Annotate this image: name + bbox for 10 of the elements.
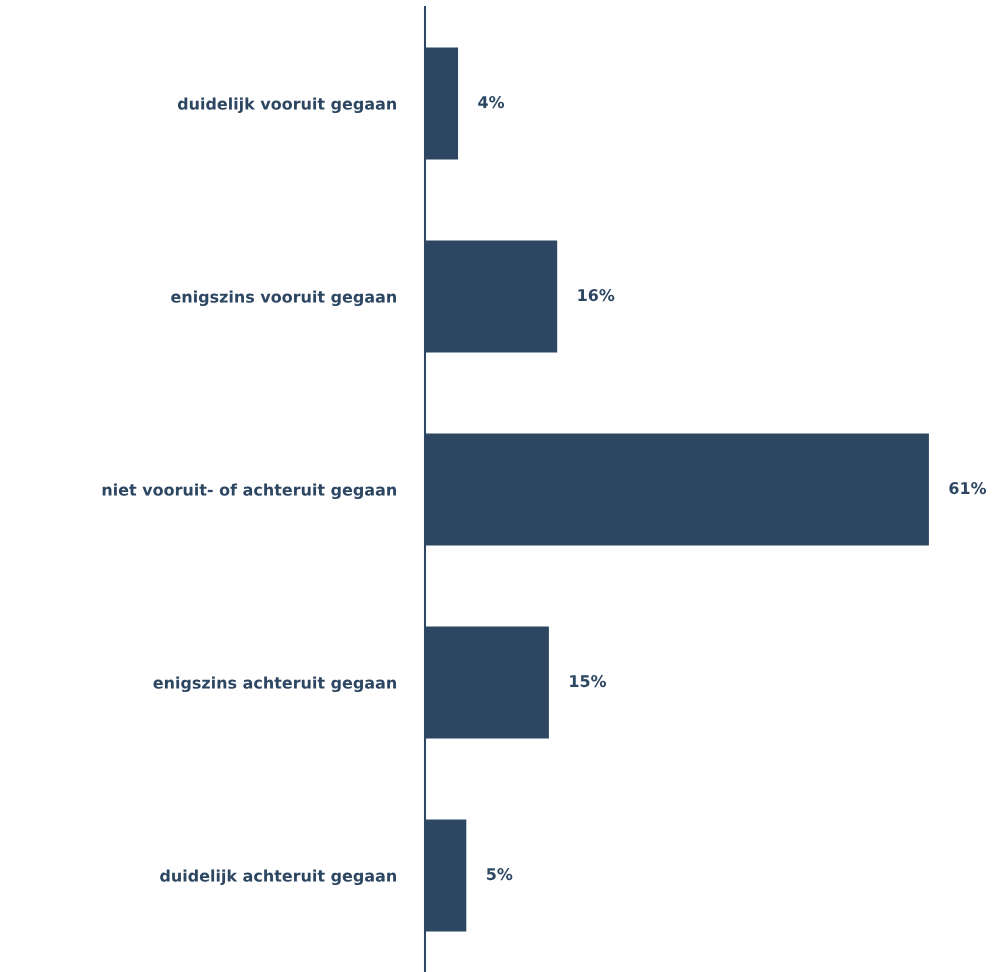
data-label: 16% — [578, 289, 615, 302]
data-label: 61% — [949, 482, 987, 495]
data-label: 4% — [478, 96, 505, 109]
y-tick-label: enigszins vooruit gegaan — [171, 290, 396, 307]
y-tick-label: niet vooruit- of achteruit gegaan — [102, 483, 396, 500]
y-tick-label: enigszins achteruit gegaan — [153, 676, 396, 693]
data-label: 15% — [570, 675, 607, 688]
data-label: 5% — [486, 868, 513, 881]
y-tick-label: duidelijk vooruit gegaan — [177, 97, 396, 114]
y-tick-label: duidelijk achteruit gegaan — [160, 869, 396, 886]
